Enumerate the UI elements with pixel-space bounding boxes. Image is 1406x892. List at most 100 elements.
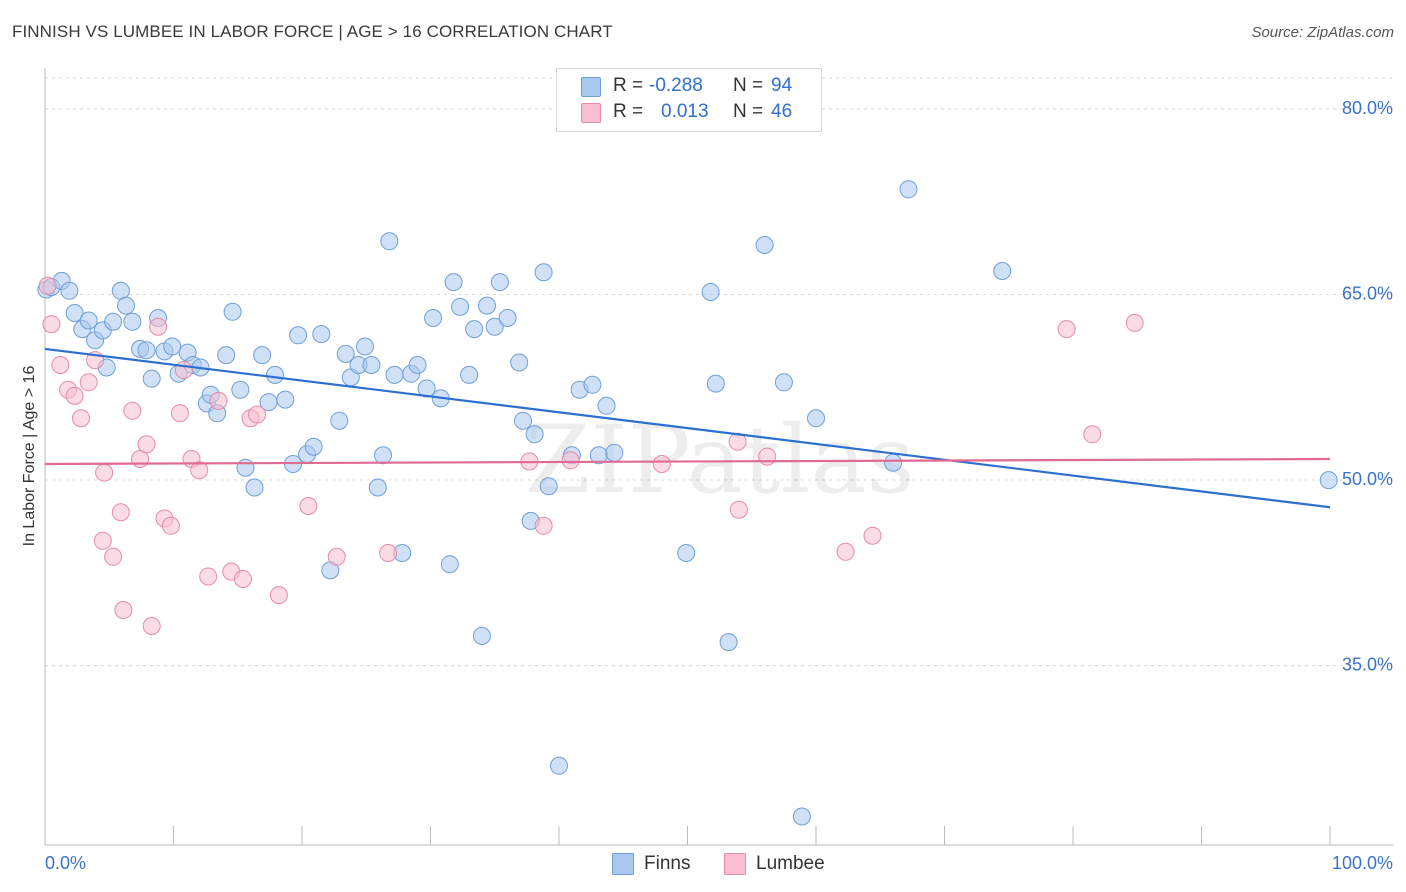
correlation-legend: R = -0.288 N = 94 R = 0.013 N = 46 bbox=[556, 68, 822, 132]
lumbee-point bbox=[51, 356, 70, 374]
finns-point bbox=[792, 807, 811, 826]
lumbee-n-value: 46 bbox=[771, 101, 793, 122]
finns-point bbox=[356, 337, 374, 356]
finns-point bbox=[217, 346, 236, 365]
lumbee-r-label: R = bbox=[613, 101, 649, 122]
series-legend: Finns Lumbee bbox=[0, 850, 1406, 880]
lumbee-legend-label: Lumbee bbox=[756, 853, 825, 874]
lumbee-point bbox=[149, 317, 168, 336]
lumbee-point bbox=[534, 516, 553, 535]
lumbee-point bbox=[209, 391, 228, 410]
lumbee-swatch bbox=[581, 103, 601, 123]
finns-point bbox=[424, 309, 443, 327]
lumbee-point bbox=[161, 516, 180, 535]
finns-point bbox=[374, 446, 392, 465]
finns-point bbox=[104, 312, 123, 331]
lumbee-point bbox=[170, 404, 189, 423]
axes bbox=[44, 68, 1393, 846]
finns-point bbox=[444, 273, 463, 292]
finns-point bbox=[701, 283, 720, 301]
lumbee-point bbox=[199, 567, 218, 586]
finns-legend-label: Finns bbox=[644, 853, 691, 874]
finns-point bbox=[451, 297, 470, 316]
y-tick-label: 65.0% bbox=[1342, 283, 1393, 303]
finns-point bbox=[79, 311, 98, 330]
lumbee-point bbox=[174, 361, 193, 379]
finns-point bbox=[385, 365, 404, 384]
finns-point bbox=[362, 356, 381, 374]
finns-points bbox=[37, 180, 1338, 826]
finns-point bbox=[408, 356, 427, 374]
lumbee-legend-swatch bbox=[724, 853, 746, 875]
finns-point bbox=[884, 453, 903, 472]
y-tick-labels: 35.0% 50.0% 65.0% 80.0% bbox=[1342, 98, 1393, 675]
finns-point bbox=[137, 341, 156, 360]
finns-point bbox=[312, 325, 331, 344]
lumbee-point bbox=[38, 276, 57, 295]
finns-point bbox=[289, 326, 308, 345]
finns-r-value: -0.288 bbox=[649, 75, 703, 96]
finns-point bbox=[677, 544, 696, 562]
finns-point bbox=[253, 346, 272, 365]
finns-point bbox=[440, 555, 459, 574]
finns-point bbox=[583, 375, 602, 394]
lumbee-point bbox=[42, 315, 61, 334]
lumbee-point bbox=[93, 531, 112, 550]
lumbee-point bbox=[652, 455, 671, 473]
finns-point bbox=[755, 236, 774, 254]
lumbee-point bbox=[123, 401, 142, 420]
finns-point bbox=[236, 458, 255, 477]
lumbee-point bbox=[863, 526, 882, 545]
finns-point bbox=[719, 633, 738, 652]
lumbee-point bbox=[65, 386, 84, 405]
lumbee-point bbox=[111, 503, 130, 522]
x-tick-label: 0.0% bbox=[45, 853, 86, 873]
lumbee-point bbox=[269, 586, 288, 605]
y-tick-label: 80.0% bbox=[1342, 98, 1393, 118]
finns-point bbox=[223, 302, 242, 321]
lumbee-point bbox=[327, 547, 346, 566]
finns-point bbox=[336, 344, 355, 363]
finns-point bbox=[774, 373, 793, 392]
lumbee-point bbox=[758, 447, 777, 466]
finns-n-label: N = bbox=[733, 75, 769, 96]
finns-point bbox=[330, 411, 349, 430]
finns-point bbox=[163, 337, 182, 356]
finns-point bbox=[266, 365, 284, 384]
lumbee-point bbox=[142, 617, 161, 635]
finns-point bbox=[993, 262, 1012, 280]
lumbee-point bbox=[95, 463, 114, 482]
finns-point bbox=[490, 273, 509, 292]
finns-point bbox=[276, 390, 295, 409]
finns-legend-swatch bbox=[612, 853, 634, 875]
lumbee-point bbox=[299, 497, 318, 515]
finns-point bbox=[478, 296, 496, 315]
finns-r-label: R = bbox=[613, 75, 649, 96]
finns-point bbox=[539, 477, 558, 496]
lumbee-point bbox=[1057, 320, 1076, 339]
finns-point bbox=[245, 478, 264, 497]
finns-point bbox=[123, 312, 142, 331]
source-label: Source: ZipAtlas.com bbox=[1251, 24, 1394, 41]
finns-point bbox=[514, 411, 532, 430]
finns-point bbox=[117, 296, 135, 315]
finns-swatch bbox=[581, 77, 601, 97]
finns-point bbox=[1319, 471, 1338, 490]
finns-point bbox=[465, 320, 484, 339]
lumbee-point bbox=[1083, 425, 1102, 444]
y-axis-label: In Labor Force | Age > 16 bbox=[21, 366, 38, 547]
lumbee-point bbox=[137, 435, 156, 454]
x-tick-labels: 0.0% 100.0% bbox=[45, 853, 1393, 873]
y-tick-label: 35.0% bbox=[1342, 655, 1393, 675]
finns-point bbox=[60, 281, 79, 300]
lumbee-point bbox=[379, 544, 398, 562]
y-tick-label: 50.0% bbox=[1342, 469, 1393, 489]
lumbee-point bbox=[72, 409, 90, 428]
lumbee-point bbox=[79, 373, 98, 392]
finns-point bbox=[807, 409, 825, 428]
chart-title: FINNISH VS LUMBEE IN LABOR FORCE | AGE >… bbox=[12, 22, 613, 41]
finns-point bbox=[550, 756, 568, 775]
finns-point bbox=[472, 626, 491, 645]
lumbee-point bbox=[836, 542, 855, 561]
